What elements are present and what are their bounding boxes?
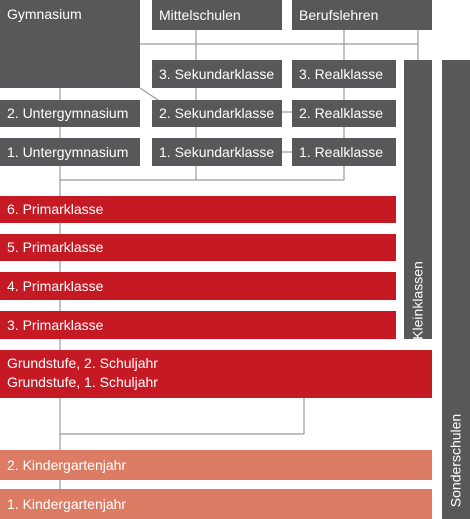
label-primar-6: 6. Primarklasse bbox=[7, 201, 104, 217]
label-real-1: 1. Realklasse bbox=[299, 143, 384, 160]
connector-gym-diagonal bbox=[139, 87, 159, 101]
label-untergymnasium-2: 2. Untergymnasium bbox=[7, 105, 129, 121]
label-sekundar-2: 2. Sekundarklasse bbox=[159, 105, 275, 121]
box-real-3: 3. Realklasse bbox=[292, 60, 396, 88]
label-untergymnasium-1: 1. Untergymnasium bbox=[7, 143, 129, 160]
label-real-2: 2. Realklasse bbox=[299, 105, 384, 121]
box-sekundar-2: 2. Sekundarklasse bbox=[152, 100, 282, 127]
box-grundstufe: Grundstufe, 2. Schuljahr Grundstufe, 1. … bbox=[0, 350, 432, 398]
box-primar-3: 3. Primarklasse bbox=[0, 311, 396, 339]
box-primar-6: 6. Primarklasse bbox=[0, 196, 396, 223]
label-real-3: 3. Realklasse bbox=[299, 65, 384, 82]
box-kindergarten-1: 1. Kindergartenjahr bbox=[0, 489, 432, 519]
label-kindergarten-2: 2. Kindergartenjahr bbox=[7, 456, 127, 473]
bar-kleinklassen bbox=[404, 60, 432, 339]
label-grundstufe-2: Grundstufe, 2. Schuljahr bbox=[7, 355, 158, 371]
box-gymnasium: Gymnasium bbox=[0, 0, 140, 88]
box-untergymnasium-2: 2. Untergymnasium bbox=[0, 100, 140, 127]
label-primar-4: 4. Primarklasse bbox=[7, 277, 104, 294]
box-berufslehren: Berufslehren bbox=[292, 0, 432, 30]
box-primar-5: 5. Primarklasse bbox=[0, 234, 396, 261]
box-mittelschulen: Mittelschulen bbox=[152, 0, 282, 30]
label-kindergarten-1: 1. Kindergartenjahr bbox=[7, 495, 127, 512]
label-gymnasium: Gymnasium bbox=[7, 6, 82, 22]
label-sekundar-1: 1. Sekundarklasse bbox=[159, 143, 275, 160]
label-sekundar-3: 3. Sekundarklasse bbox=[159, 65, 275, 82]
box-real-2: 2. Realklasse bbox=[292, 100, 396, 127]
box-sekundar-3: 3. Sekundarklasse bbox=[152, 60, 282, 88]
label-primar-3: 3. Primarklasse bbox=[7, 316, 104, 333]
label-mittelschulen: Mittelschulen bbox=[159, 6, 241, 23]
label-primar-5: 5. Primarklasse bbox=[7, 239, 104, 255]
label-grundstufe-1: Grundstufe, 1. Schuljahr bbox=[7, 374, 158, 390]
box-sekundar-1: 1. Sekundarklasse bbox=[152, 138, 282, 166]
label-berufslehren: Berufslehren bbox=[299, 6, 379, 23]
box-untergymnasium-1: 1. Untergymnasium bbox=[0, 138, 140, 166]
box-real-1: 1. Realklasse bbox=[292, 138, 396, 166]
box-kindergarten-2: 2. Kindergartenjahr bbox=[0, 450, 432, 480]
box-primar-4: 4. Primarklasse bbox=[0, 272, 396, 300]
label-sonderschulen: Sonderschulen bbox=[447, 413, 464, 508]
bar-sonderschulen bbox=[442, 60, 470, 519]
label-kleinklassen: Kleinklassen bbox=[409, 261, 426, 340]
